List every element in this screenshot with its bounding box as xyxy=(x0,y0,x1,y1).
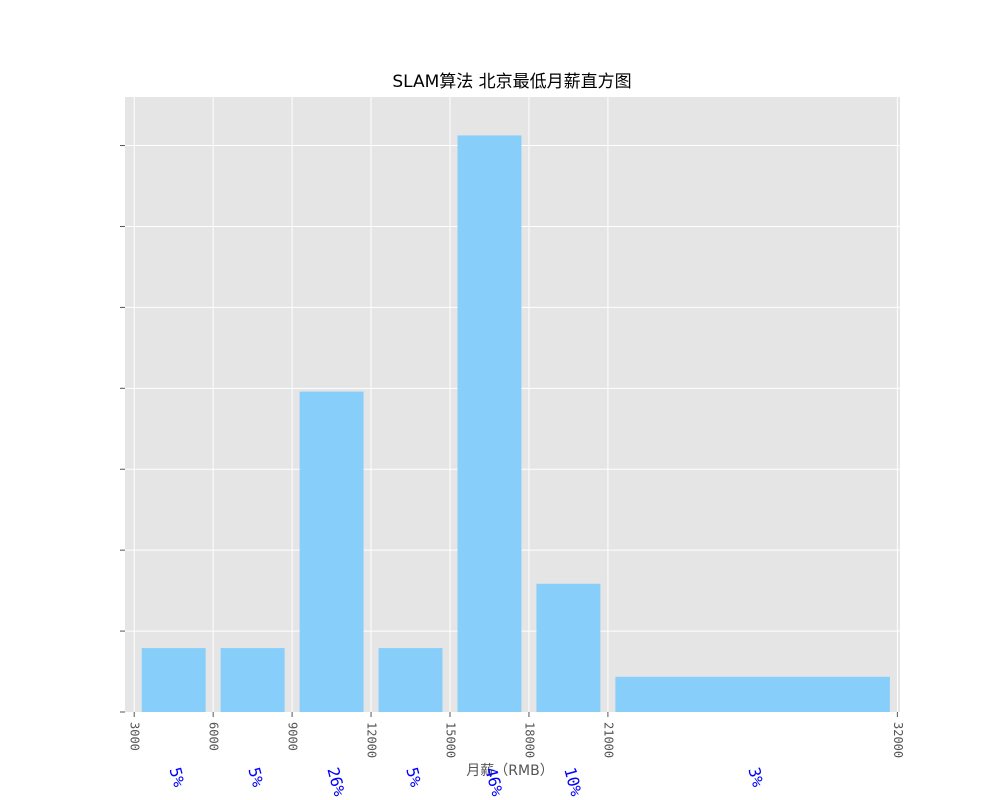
percent-label: 3% xyxy=(744,765,767,789)
axis-ticks: 3000 6000 9000 12000 15000 18000 21000 32000 xyxy=(120,145,905,758)
percent-label: 5% xyxy=(244,765,267,789)
histogram-bar xyxy=(299,391,364,712)
x-tick-label: 12000 xyxy=(365,722,379,758)
histogram-bar xyxy=(220,648,285,712)
percent-label: 5% xyxy=(402,765,425,789)
histogram-bar xyxy=(378,648,443,712)
percent-label: 10% xyxy=(560,765,586,798)
x-tick-label: 32000 xyxy=(891,722,905,758)
histogram-bar xyxy=(457,135,522,712)
histogram-bar xyxy=(615,676,890,712)
x-tick-label: 9000 xyxy=(286,722,300,751)
percent-label: 5% xyxy=(165,765,188,789)
x-tick-label: 15000 xyxy=(444,722,458,758)
percent-label: 26% xyxy=(323,765,349,798)
x-tick-label: 6000 xyxy=(207,722,221,751)
x-tick-label: 18000 xyxy=(522,722,536,758)
histogram-bar xyxy=(536,583,601,712)
x-axis-label: 月薪（RMB） xyxy=(466,763,553,779)
x-tick-label: 21000 xyxy=(601,722,615,758)
bars xyxy=(141,135,890,712)
chart-title: SLAM算法 北京最低月薪直方图 xyxy=(392,72,631,92)
histogram-bar xyxy=(141,648,206,712)
x-tick-label: 3000 xyxy=(128,722,142,751)
